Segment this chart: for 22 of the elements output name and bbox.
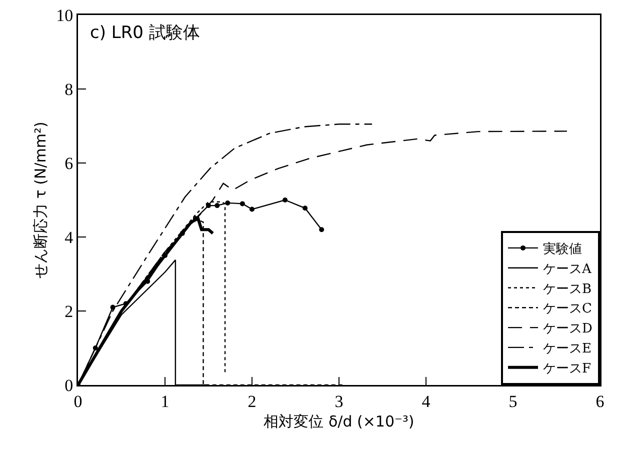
x-axis-title: 相対変位 δ/d (×10⁻³)	[264, 412, 414, 431]
x-tick-label: 4	[422, 392, 431, 411]
y-tick-label: 4	[64, 228, 74, 247]
legend-label: 実験値	[543, 241, 582, 258]
y-axis-title: せん断応力 τ (N/mm²)	[32, 122, 50, 278]
legend-label: ケースD	[543, 322, 592, 337]
y-tick-label: 6	[64, 154, 74, 173]
y-tick-label: 2	[64, 302, 74, 321]
y-tick-label: 0	[64, 376, 74, 395]
legend-label: ケースB	[543, 282, 592, 297]
text: c) LR0 試験体	[90, 23, 200, 43]
x-tick-label: 3	[334, 392, 344, 411]
legend-label: ケースE	[543, 342, 592, 357]
legend-label: ケースF	[543, 361, 592, 376]
x-tick-label: 2	[248, 392, 256, 411]
y-tick-label: 10	[56, 6, 74, 25]
x-tick-label: 1	[160, 392, 170, 411]
x-tick-label: 5	[508, 392, 518, 411]
x-tick-label: 6	[596, 392, 604, 411]
y-tick-label: 8	[64, 80, 74, 99]
legend-label: ケースA	[543, 262, 592, 277]
legend-label: ケースC	[543, 302, 592, 317]
